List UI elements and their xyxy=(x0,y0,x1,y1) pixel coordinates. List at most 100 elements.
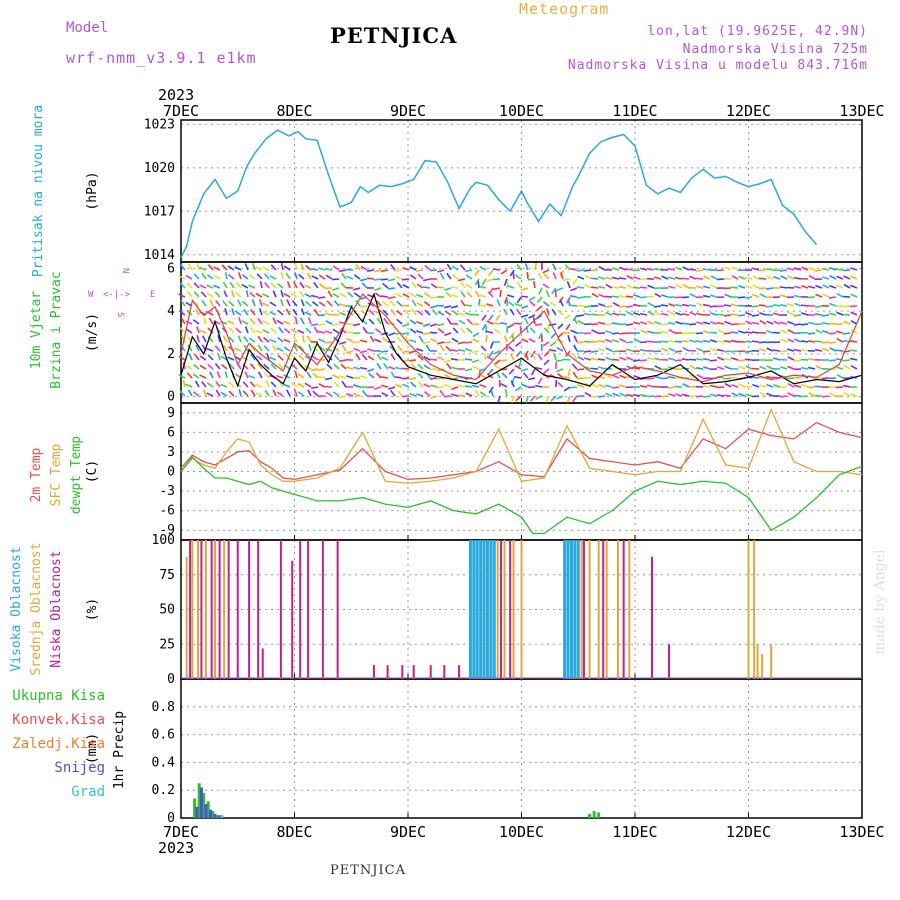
wind-barb xyxy=(471,313,480,316)
wind-barb xyxy=(409,319,417,325)
wind-barb xyxy=(451,293,459,298)
wind-barb xyxy=(807,332,816,335)
wind-barb xyxy=(213,266,221,271)
wind-barb xyxy=(248,274,256,280)
wind-barb xyxy=(423,355,431,361)
wind-barb xyxy=(572,353,578,361)
wind-barb xyxy=(339,341,347,345)
wind-barb xyxy=(402,267,410,271)
wind-barb xyxy=(341,380,347,388)
wind-barb xyxy=(850,267,858,271)
wind-barb xyxy=(486,355,494,361)
wind-barb xyxy=(495,371,501,379)
wind-barb xyxy=(206,392,214,397)
wind-barb xyxy=(703,285,711,289)
wind-barb xyxy=(759,365,767,370)
wind-barb xyxy=(842,305,851,308)
precip-rain-bar xyxy=(206,801,210,818)
cloud-mid-bar xyxy=(753,540,756,679)
wind-barb xyxy=(688,268,697,271)
wind-barb xyxy=(499,359,508,362)
precip-snow-bar xyxy=(195,806,199,818)
wind-barb xyxy=(822,284,830,289)
wind-barb xyxy=(444,287,452,291)
wind-barb xyxy=(319,283,326,289)
wind-barb xyxy=(307,317,312,325)
wind-barb xyxy=(272,290,277,298)
wind-barb xyxy=(557,323,564,330)
wind-barb xyxy=(235,291,242,298)
wind-barb xyxy=(625,393,634,397)
wind-barb xyxy=(310,323,319,327)
wind-barb xyxy=(313,281,319,289)
wind-barb xyxy=(521,287,529,291)
wind-barb xyxy=(264,282,270,289)
wind-barb xyxy=(249,363,256,370)
wind-barb xyxy=(416,320,424,325)
wind-barb xyxy=(528,338,536,343)
wind-barb xyxy=(751,340,760,343)
wind-barb xyxy=(619,384,627,388)
temp-2m-label: 2m Temp xyxy=(29,447,44,502)
wind-barb xyxy=(429,269,438,272)
wind-barb xyxy=(437,368,445,372)
wind-barb xyxy=(542,368,550,374)
wind-barb xyxy=(668,357,676,361)
wind-barb xyxy=(590,395,599,398)
wind-barb xyxy=(583,350,592,353)
wind-barb xyxy=(752,275,760,280)
wind-barb xyxy=(717,329,725,334)
wind-barb xyxy=(503,278,508,286)
wind-barb xyxy=(262,302,270,307)
wind-barb xyxy=(318,301,326,307)
wind-barb xyxy=(535,395,543,400)
wind-barb xyxy=(490,389,494,397)
wind-barb xyxy=(430,283,438,289)
cloud-high-bar xyxy=(492,540,496,679)
wind-barb xyxy=(524,317,529,325)
wind-barb xyxy=(573,335,578,343)
wind-barb xyxy=(689,275,697,280)
wind-barb xyxy=(567,368,571,376)
wind-barb xyxy=(390,263,396,271)
wind-barb xyxy=(266,353,270,361)
wind-barb xyxy=(800,304,809,307)
wind-barb xyxy=(793,285,802,289)
wind-barb xyxy=(234,347,242,352)
wind-barb xyxy=(474,290,480,298)
wind-barb xyxy=(402,293,410,298)
wind-barb xyxy=(424,264,431,271)
wind-barb xyxy=(674,385,683,388)
precip-snow-bar xyxy=(218,815,222,818)
precip-rain-bar xyxy=(197,783,201,818)
wind-barb xyxy=(224,370,228,379)
wind-barb xyxy=(731,275,739,280)
wind-barb xyxy=(653,267,662,271)
wind-barb xyxy=(417,363,424,370)
wind-barb xyxy=(353,392,361,397)
precip-rain-bar xyxy=(592,811,596,818)
wind-barb xyxy=(504,388,508,397)
wind-barb xyxy=(814,269,823,272)
wind-barb xyxy=(842,359,851,362)
wind-barb xyxy=(668,366,676,370)
wind-barb xyxy=(180,317,186,325)
wind-barb xyxy=(513,376,522,379)
wind-barb xyxy=(598,383,606,388)
wind-barb xyxy=(478,304,487,307)
wind-barb xyxy=(674,350,683,353)
wind-barb xyxy=(591,383,599,388)
wind-barb xyxy=(843,320,851,325)
wind-barb xyxy=(759,348,767,352)
wind-barb xyxy=(702,357,711,361)
wind-barb xyxy=(228,274,235,280)
wind-barb xyxy=(459,264,466,271)
wind-barb xyxy=(216,371,221,379)
compass-n: N xyxy=(120,268,130,273)
wind-barb xyxy=(660,395,669,398)
wind-barb xyxy=(471,350,480,354)
wind-barb xyxy=(304,382,312,388)
bottom-time-label: 12DEC xyxy=(726,823,771,841)
wind-barb xyxy=(202,335,207,343)
cloud-mid-bar xyxy=(605,540,608,679)
